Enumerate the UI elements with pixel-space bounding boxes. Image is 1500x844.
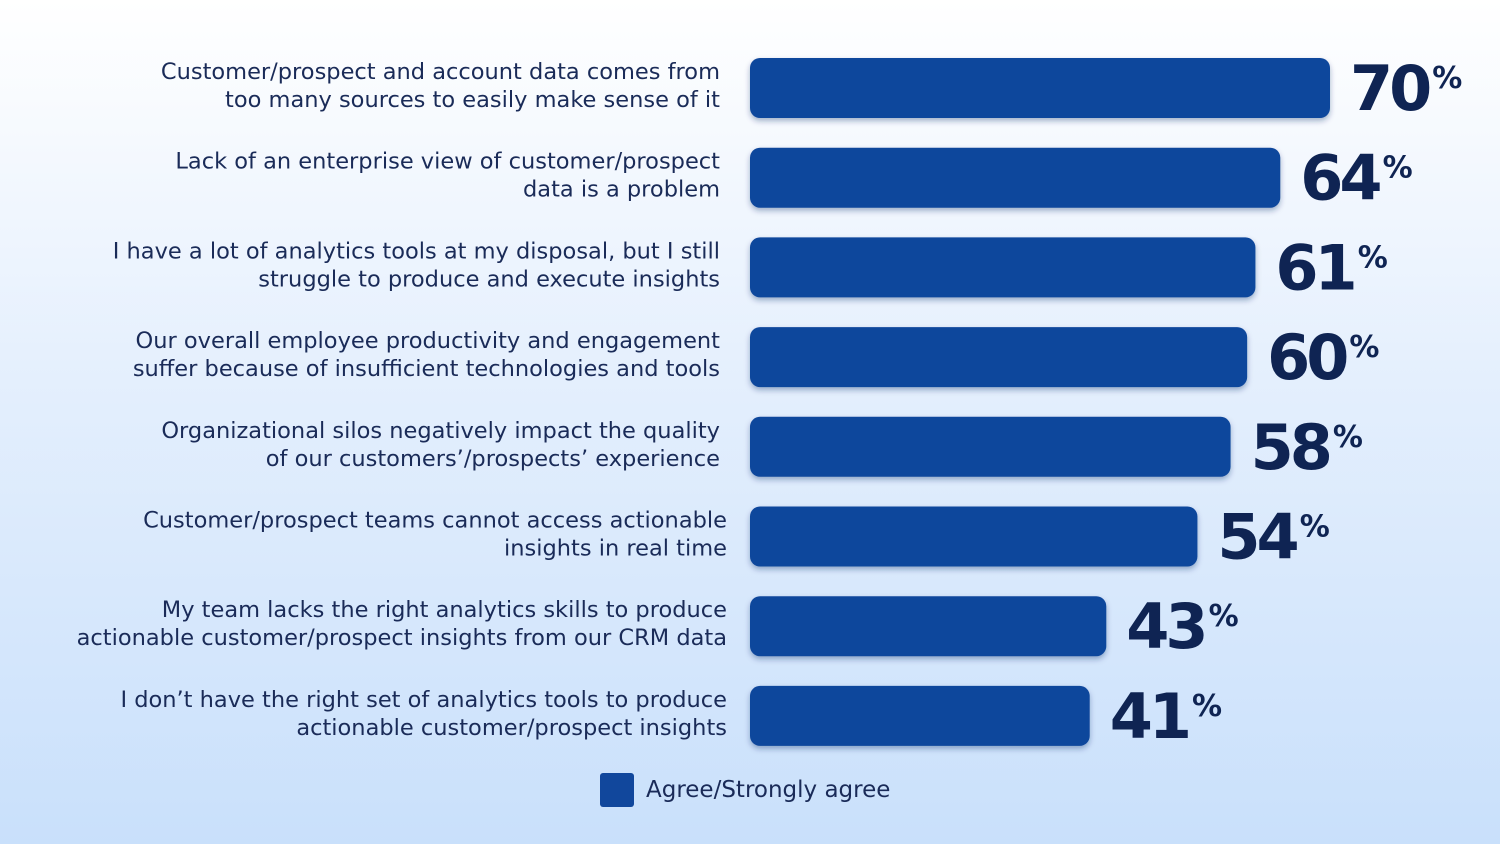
category-label: Lack of an enterprise view of customer/p… [175,149,720,203]
value-label: 54% [1217,501,1329,574]
legend-label: Agree/Strongly agree [646,777,891,803]
value-label: 60% [1267,321,1379,394]
value-label: 41% [1110,680,1222,753]
bar [750,58,1330,118]
category-label: I don’t have the right set of analytics … [120,687,727,741]
value-label: 43% [1126,590,1238,663]
bar [750,416,1231,477]
legend-swatch [600,773,634,807]
bar [750,237,1256,298]
bar [750,596,1107,657]
category-label: Organizational silos negatively impact t… [161,418,720,472]
bar [750,147,1281,208]
value-label: 64% [1300,142,1412,215]
value-label: 58% [1251,411,1363,484]
category-label: Customer/prospect and account data comes… [161,59,720,113]
category-label: My team lacks the right analytics skills… [77,597,727,651]
category-label: I have a lot of analytics tools at my di… [113,238,720,292]
chart-legend: Agree/Strongly agree [600,773,890,807]
value-label: 61% [1275,231,1387,304]
bar [750,506,1198,567]
bar [750,685,1090,746]
category-label: Our overall employee productivity and en… [133,328,720,382]
value-label: 70% [1350,52,1462,125]
category-label: Customer/prospect teams cannot access ac… [143,508,727,562]
bar [750,327,1248,388]
